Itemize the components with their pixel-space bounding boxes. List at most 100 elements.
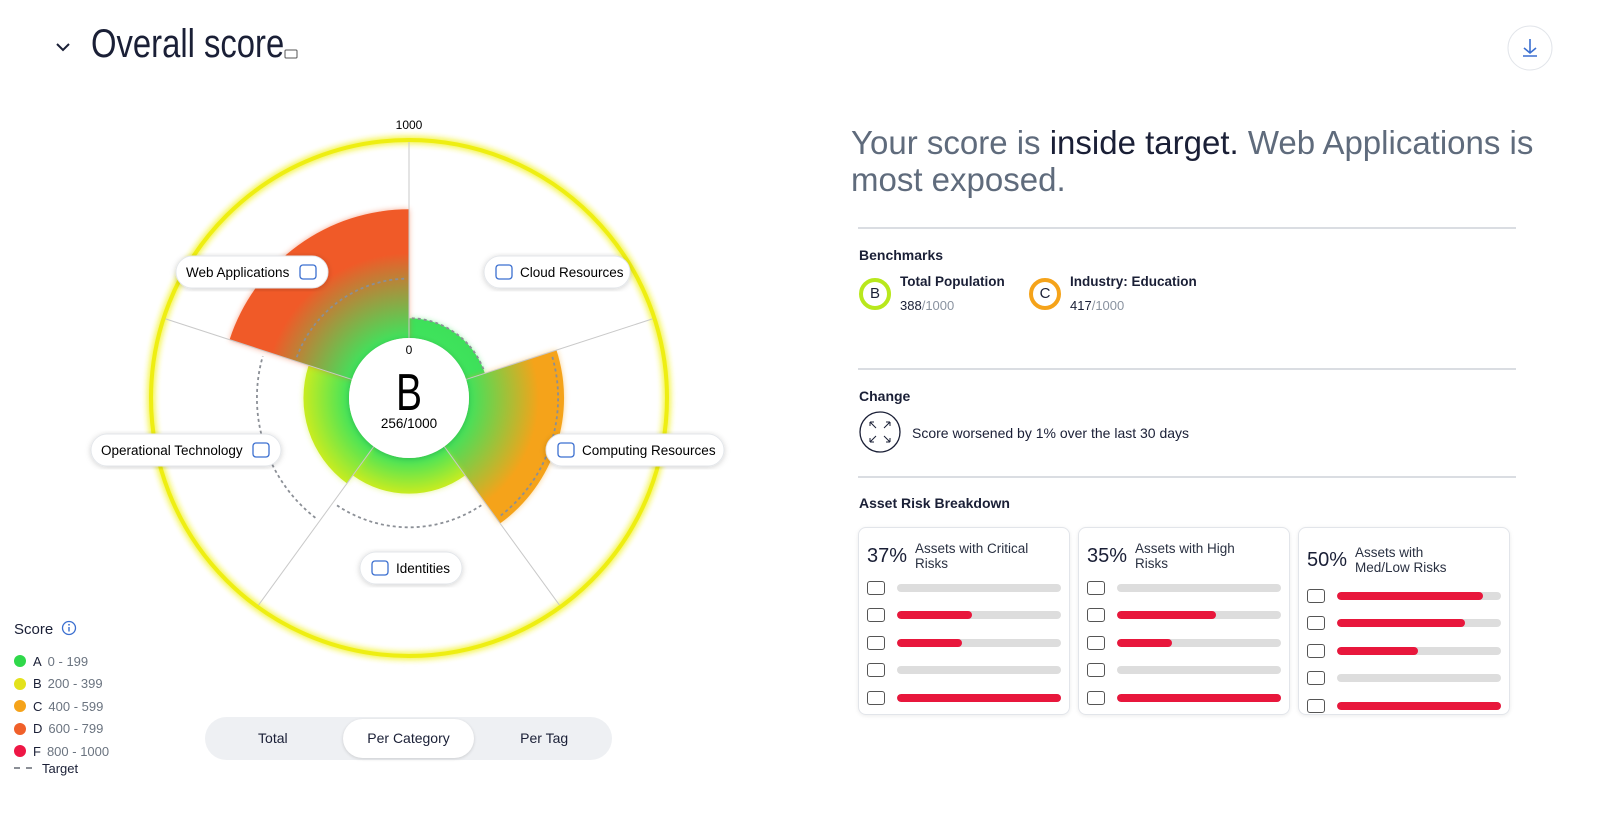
legend-grade: B <box>33 676 42 692</box>
bar-track <box>1336 591 1501 600</box>
benchmark: C Industry: Education 417/1000 <box>1029 274 1197 313</box>
benchmark-name: Total Population <box>900 274 1005 289</box>
change-text: Score worsened by 1% over the last 30 da… <box>912 425 1190 441</box>
category-icon <box>1307 698 1325 713</box>
info-icon[interactable] <box>284 48 298 60</box>
bar-track <box>1116 666 1281 675</box>
risk-row <box>867 574 1061 602</box>
center-disc <box>349 338 469 458</box>
card-percent: 37% <box>867 544 908 567</box>
section-title: Asset Risk Breakdown <box>859 495 1010 511</box>
category-icon <box>867 690 885 705</box>
risk-row <box>1087 602 1281 630</box>
card-label: Assets with Med/Low Risks <box>1355 545 1447 575</box>
category-icon <box>495 264 513 280</box>
risk-row <box>1087 574 1281 602</box>
bar-track <box>896 611 1061 620</box>
risk-bar <box>1116 638 1172 647</box>
benchmark-value: 417/1000 <box>1070 298 1197 313</box>
category-icon <box>867 608 885 623</box>
legend-range: 200 - 399 <box>47 676 103 692</box>
collapse-toggle[interactable] <box>52 38 74 58</box>
legend-target-line <box>14 767 32 769</box>
category-label: Computing Resources <box>582 443 716 458</box>
legend-swatch <box>14 700 26 713</box>
legend-swatch <box>14 655 26 668</box>
spoke <box>465 317 655 380</box>
card-header: 35% Assets with High Risks <box>1087 538 1281 574</box>
legend-range: 0 - 199 <box>47 653 89 669</box>
divider <box>858 227 1516 229</box>
toggle-option[interactable]: Per Tag <box>520 730 569 746</box>
toggle-option[interactable]: Per Category <box>342 719 475 758</box>
risk-row <box>867 629 1061 657</box>
category-icon <box>1087 580 1105 595</box>
category-pill[interactable] <box>483 255 631 289</box>
divider <box>858 476 1516 478</box>
category-pill[interactable] <box>359 551 463 585</box>
risk-row <box>1307 610 1501 638</box>
risk-row <box>1307 582 1501 610</box>
legend-grade: A <box>33 653 42 669</box>
spoke <box>443 446 562 608</box>
download-button[interactable] <box>1506 24 1554 72</box>
category-pill[interactable] <box>90 433 282 467</box>
category-icon <box>1087 663 1105 678</box>
bar-track <box>1116 611 1281 620</box>
card-label: Assets with Critical Risks <box>915 541 1029 571</box>
benchmark-name: Industry: Education <box>1070 274 1197 289</box>
legend: A 0 - 199 B 200 - 399 C 400 - 599 D 600 - 799 F 8… <box>14 650 109 776</box>
category-wedge <box>352 446 466 494</box>
legend-range: 800 - 1000 <box>46 743 110 759</box>
view-toggle: Total Per Category Per Tag <box>205 717 612 760</box>
benchmark-grade: B <box>859 277 891 310</box>
risk-row <box>1307 692 1501 720</box>
category-icon <box>867 635 885 650</box>
category-icon <box>1087 608 1105 623</box>
category-wedge <box>229 209 409 380</box>
risk-bar <box>896 638 962 647</box>
benchmark-text: Total Population 388/1000 <box>900 274 1005 313</box>
score-summary: Your score is inside target. Web Applica… <box>851 124 1541 198</box>
legend-swatch <box>14 745 26 758</box>
card-header: 50% Assets with Med/Low Risks <box>1307 538 1501 582</box>
benchmark-value: 388/1000 <box>900 298 1005 313</box>
category-pill[interactable] <box>175 255 329 289</box>
bar-track <box>896 638 1061 647</box>
risk-bar <box>1336 591 1483 600</box>
risk-bar <box>1336 701 1501 710</box>
category-icon <box>1307 588 1325 603</box>
category-label: Identities <box>396 561 450 576</box>
asset-card: 35% Assets with High Risks <box>1078 527 1290 715</box>
category-wedge <box>303 365 374 484</box>
category-icon <box>371 560 389 576</box>
category-icon <box>1307 671 1325 686</box>
toggle-option[interactable]: Total <box>258 730 288 746</box>
summary-part: inside target. <box>1049 124 1239 161</box>
section-title: Benchmarks <box>859 247 944 263</box>
category-label: Web Applications <box>186 265 290 280</box>
bar-track <box>1116 583 1281 592</box>
r-grid-ring <box>149 138 669 658</box>
bar-track <box>1336 674 1501 683</box>
asset-card: 50% Assets with Med/Low Risks <box>1298 527 1510 715</box>
category-icon <box>867 580 885 595</box>
risk-bar <box>1336 619 1465 628</box>
category-pill[interactable] <box>545 433 725 467</box>
info-icon[interactable] <box>61 620 77 636</box>
legend-item: D 600 - 799 <box>14 718 109 741</box>
risk-row <box>1087 684 1281 712</box>
category-label: Operational Technology <box>101 443 243 458</box>
category-icon <box>299 264 317 280</box>
change-icon <box>859 411 901 453</box>
category-label: Cloud Resources <box>520 265 624 280</box>
risk-row <box>867 602 1061 630</box>
legend-swatch <box>14 677 26 690</box>
center-score: 256/1000 <box>381 416 437 431</box>
divider <box>858 368 1516 370</box>
bar-track <box>896 583 1061 592</box>
risk-bar <box>1116 611 1217 620</box>
risk-row <box>867 684 1061 712</box>
asset-card: 37% Assets with Critical Risks <box>858 527 1070 715</box>
